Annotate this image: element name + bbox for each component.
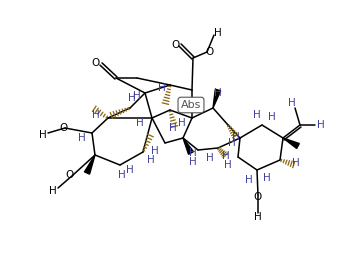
Text: H: H [78,133,86,143]
Text: O: O [206,47,214,57]
Polygon shape [85,155,95,174]
Polygon shape [283,138,299,149]
Text: H: H [232,132,240,142]
Text: H: H [169,123,177,133]
Text: H: H [147,155,155,165]
Text: H: H [151,146,159,156]
Text: H: H [189,148,197,158]
Text: H: H [49,186,57,196]
Text: H: H [178,118,186,128]
Text: H: H [118,170,126,180]
Text: Abs: Abs [181,100,201,110]
Text: H: H [214,28,222,38]
Polygon shape [213,89,221,108]
Text: H: H [292,158,300,168]
Text: H: H [206,153,214,163]
Text: O: O [66,170,74,180]
Text: H: H [39,130,47,140]
Text: H: H [288,98,296,108]
Text: H: H [224,160,232,170]
Text: H: H [158,83,166,93]
Polygon shape [183,138,193,154]
Text: H: H [126,165,134,175]
Text: O: O [254,192,262,202]
Text: H: H [254,212,262,222]
Text: H: H [268,112,276,122]
Text: H: H [317,120,325,130]
Text: O: O [172,40,180,50]
Text: H: H [136,118,144,128]
Text: H: H [189,157,197,167]
Text: H: H [245,175,253,185]
Text: H: H [128,93,136,103]
Text: H: H [228,138,236,148]
Text: H: H [133,91,141,101]
Text: H: H [92,110,100,120]
Text: H: H [214,88,222,98]
Text: H: H [222,151,230,161]
Text: O: O [92,58,100,68]
Text: H: H [263,173,271,183]
Text: O: O [59,123,67,133]
Text: H: H [253,110,261,120]
